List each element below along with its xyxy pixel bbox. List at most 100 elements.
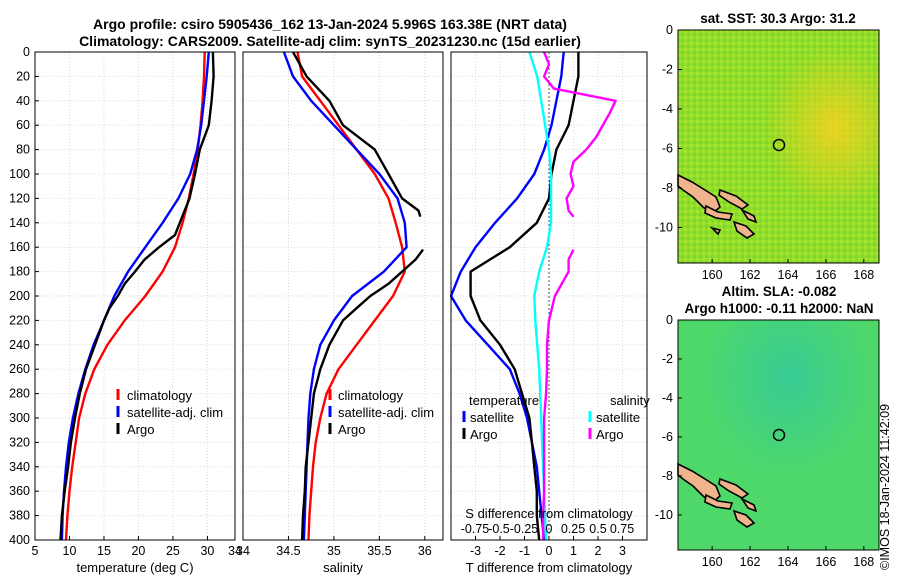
sla-argo-marker (772, 428, 786, 442)
y-tick-label: 280 (9, 387, 30, 401)
x-tick-label: 1 (570, 544, 577, 558)
y-tick-label: 380 (9, 509, 30, 523)
sst-argo-marker (772, 138, 786, 152)
top-tick-label: 0.25 (561, 522, 585, 536)
x-tick-label: 20 (131, 544, 145, 558)
sst-warm-anomaly (678, 30, 879, 263)
map-y-tick-label: -2 (662, 62, 673, 76)
sst-map-title: sat. SST: 30.3 Argo: 31.2 (700, 11, 856, 26)
legend-label: climatology (338, 388, 404, 403)
top-tick-label: 0.75 (610, 522, 634, 536)
map-x-tick-label: 166 (815, 268, 836, 282)
legend-salinity-title: salinity (610, 393, 650, 408)
map-x-tick-label: 162 (740, 268, 761, 282)
axes-frame (242, 51, 444, 541)
map-x-tick-label: 160 (702, 268, 723, 282)
x-tick-label: 15 (97, 544, 111, 558)
y-tick-label: 120 (9, 191, 30, 205)
x-tick-label: 35.5 (367, 544, 391, 558)
series-line-argo (59, 51, 215, 541)
salinity-panel: 34 34.5 35 35.5 36 salinity climatology satelli… (236, 51, 444, 575)
x-tick-label: 36 (418, 544, 432, 558)
map-x-tick-label: 168 (853, 555, 874, 569)
y-tick-label: 360 (9, 484, 30, 498)
top-tick-label: 0 (546, 522, 553, 536)
series-line-argo (291, 51, 424, 541)
legend-label: Argo (127, 422, 154, 437)
sla-map-title-line2: Argo h1000: -0.11 h2000: NaN (684, 301, 873, 316)
map-y-tick-label: -10 (655, 220, 673, 234)
series-line-temperature-satellite (449, 51, 565, 541)
difference-top-xlabel: S difference from climatology (465, 506, 633, 521)
temperature-xlabel: temperature (deg C) (76, 560, 193, 575)
sla-map-title-line1: Altim. SLA: -0.082 (722, 284, 837, 299)
map-x-tick-label: 166 (815, 555, 836, 569)
sst-map (677, 29, 880, 264)
map-y-tick-label: 0 (666, 23, 673, 37)
map-y-tick-label: -8 (662, 181, 673, 195)
x-tick-label: 3 (619, 544, 626, 558)
y-tick-label: 340 (9, 460, 30, 474)
sst-map-frame (677, 29, 880, 264)
y-tick-label: 20 (16, 69, 30, 83)
credit-text: ©IMOS 18-Jan-2024 11:42:09 (878, 403, 892, 570)
x-tick-label: 30 (200, 544, 214, 558)
y-tick-label: 160 (9, 240, 30, 254)
map-x-tick-label: 162 (740, 555, 761, 569)
map-x-tick-label: 164 (778, 555, 799, 569)
sla-map-frame (677, 319, 880, 551)
series-line-salinity-satellite (528, 51, 553, 541)
legend-label: climatology (127, 388, 193, 403)
map-y-tick-label: -2 (662, 352, 673, 366)
x-tick-label: 0 (546, 544, 553, 558)
x-tick-label: -2 (494, 544, 505, 558)
y-tick-label: 400 (9, 533, 30, 547)
x-tick-label: 34.5 (276, 544, 300, 558)
difference-xlabel: T difference from climatology (466, 560, 633, 575)
figure-title-line2: Climatology: CARS2009. Satellite-adj cli… (79, 33, 581, 49)
top-tick-label: -0.75 (461, 522, 490, 536)
series-line-climatology (296, 51, 406, 541)
salinity-xlabel: salinity (323, 560, 363, 575)
x-tick-label: 34 (228, 544, 242, 558)
legend-label: satellite (470, 410, 514, 425)
y-tick-label: 200 (9, 289, 30, 303)
map-x-tick-label: 168 (853, 268, 874, 282)
x-tick-label: 35 (327, 544, 341, 558)
top-tick-label: -0.25 (510, 522, 539, 536)
y-tick-label: 140 (9, 216, 30, 230)
map-y-tick-label: -8 (662, 469, 673, 483)
series-line-satellite-adj-clim (60, 51, 210, 541)
map-ticks: 160 162 164 166 168 0 -2 -4 -6 -8 -10 160 162 164 166 1… (655, 23, 874, 569)
legend-label: Argo (470, 427, 497, 442)
map-y-tick-label: 0 (666, 313, 673, 327)
legend-label: Argo (338, 422, 365, 437)
series-line-salinity-argo (541, 51, 617, 540)
legend-label: Argo (596, 427, 623, 442)
map-y-tick-label: -6 (662, 430, 673, 444)
map-y-tick-label: -10 (655, 508, 673, 522)
x-tick-label: 25 (166, 544, 180, 558)
map-x-tick-label: 164 (778, 268, 799, 282)
x-tick-label: 5 (32, 544, 39, 558)
y-tick-label: 300 (9, 411, 30, 425)
y-tick-label: 240 (9, 338, 30, 352)
map-x-tick-label: 160 (702, 555, 723, 569)
map-y-tick-label: -4 (662, 102, 673, 116)
legend-label: satellite (596, 410, 640, 425)
temperature-panel: 5 10 15 20 25 30 34020406080100120140160180200… (9, 45, 242, 575)
sla-low-anomaly (678, 320, 879, 550)
y-tick-label: 220 (9, 313, 30, 327)
x-tick-label: 10 (63, 544, 77, 558)
top-tick-label: -0.5 (488, 522, 510, 536)
y-tick-label: 40 (16, 94, 30, 108)
legend-label: satellite-adj. clim (338, 405, 434, 420)
sst-islands (677, 173, 758, 239)
legend-temperature-title: temperature (469, 393, 539, 408)
figure-title-line1: Argo profile: csiro 5905436_162 13-Jan-2… (93, 16, 567, 32)
difference-panel: -3 -2 -1 0 1 2 3 T difference from climatology S… (449, 51, 650, 575)
top-tick-label: 0.5 (589, 522, 606, 536)
x-tick-label: 34 (236, 544, 250, 558)
x-tick-label: 2 (595, 544, 602, 558)
